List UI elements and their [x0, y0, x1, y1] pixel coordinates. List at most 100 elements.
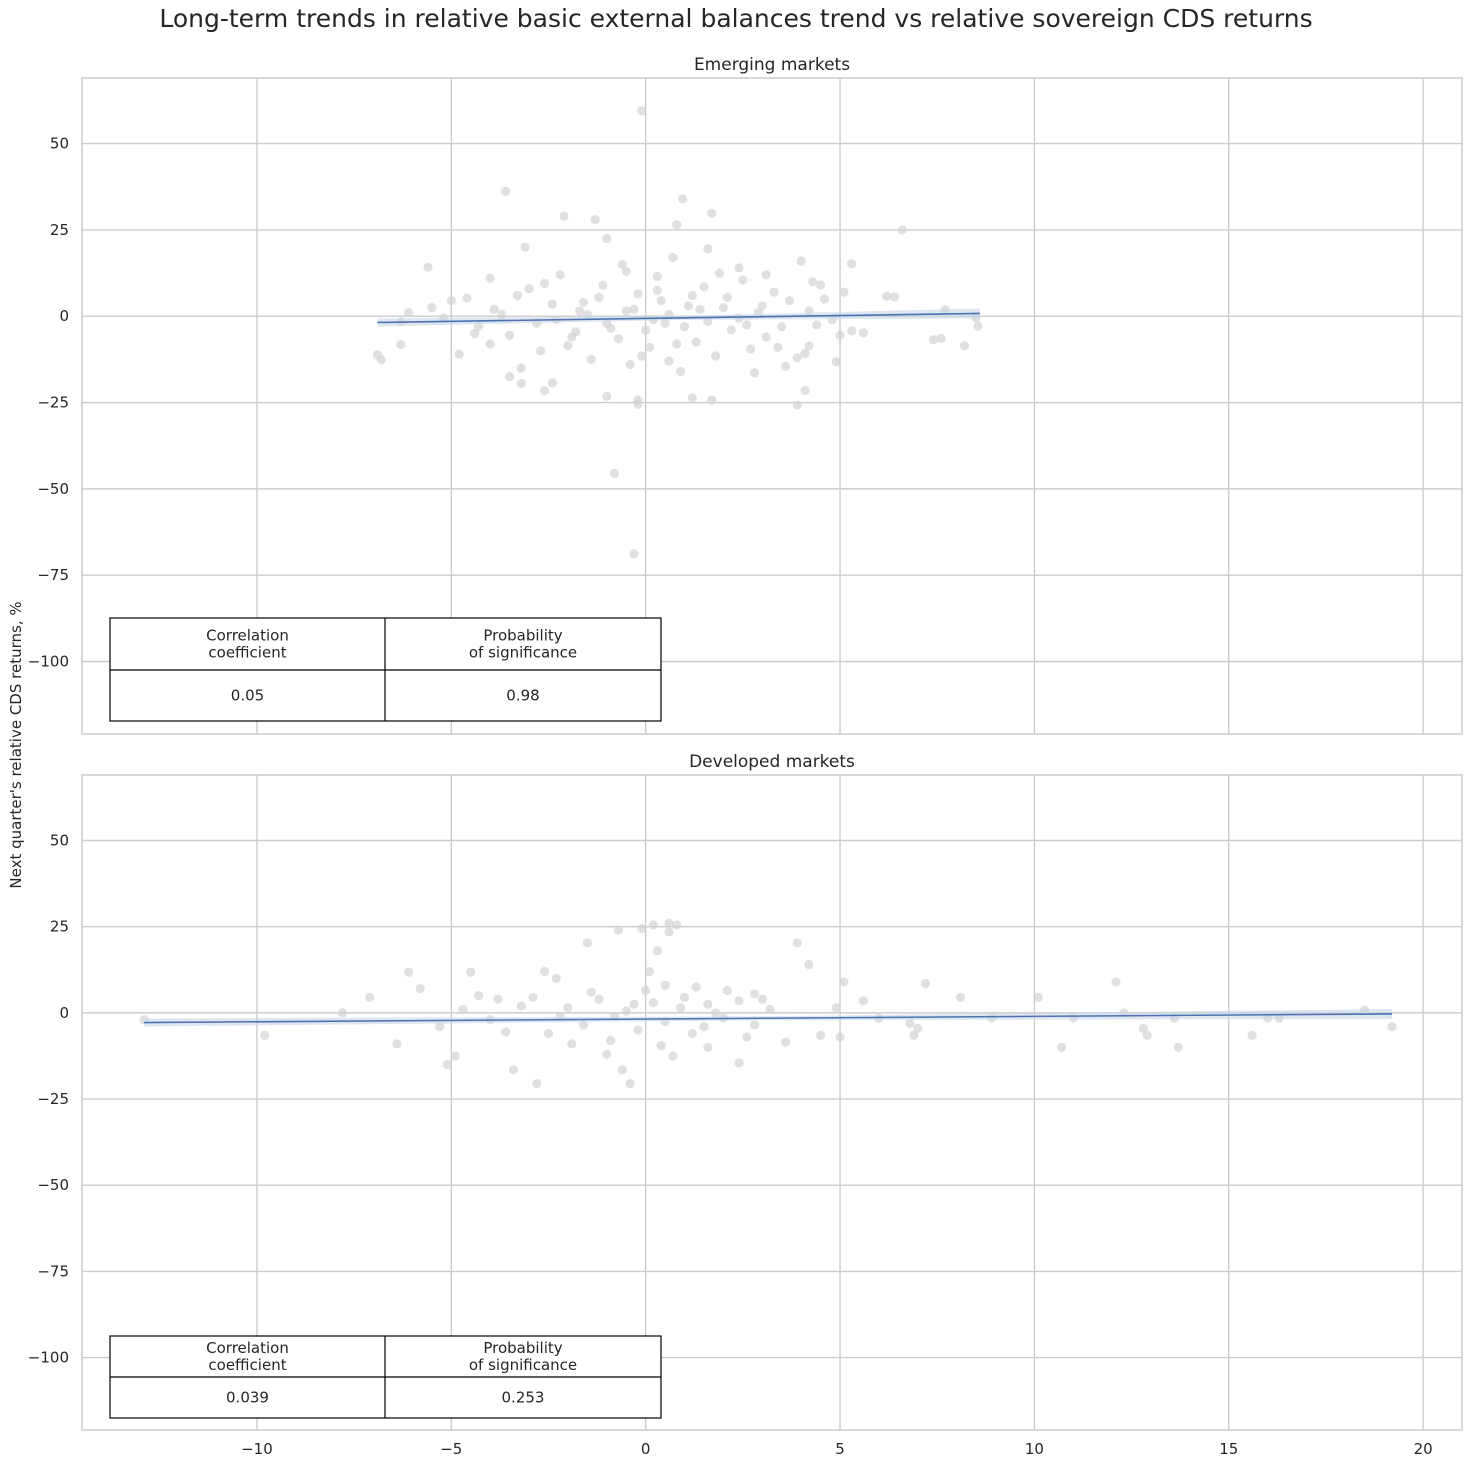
data-point: [858, 328, 868, 338]
data-point: [757, 994, 767, 1004]
y-tick-label: −50: [37, 480, 69, 498]
data-point: [617, 1065, 627, 1075]
data-point: [539, 386, 550, 396]
data-point: [711, 1008, 721, 1018]
stats-table-value: 0.253: [502, 1389, 545, 1407]
data-point: [804, 341, 814, 351]
data-point: [590, 214, 600, 225]
data-point: [703, 244, 713, 254]
data-point: [563, 340, 573, 351]
data-point: [1247, 1030, 1257, 1040]
data-point: [757, 301, 767, 311]
data-point: [563, 1003, 573, 1013]
regression-line: [144, 1013, 1393, 1024]
data-point: [792, 938, 802, 948]
data-point: [539, 278, 550, 289]
data-point: [609, 468, 620, 478]
data-point: [1033, 992, 1043, 1002]
data-point: [396, 339, 406, 350]
data-point: [703, 999, 713, 1009]
data-point: [882, 291, 892, 301]
data-point: [749, 1020, 760, 1030]
data-point: [847, 259, 857, 269]
data-point: [415, 984, 425, 994]
data-point: [804, 960, 814, 970]
data-point: [641, 985, 651, 996]
data-point: [539, 966, 550, 977]
data-point: [831, 1003, 841, 1013]
data-point: [621, 1006, 631, 1016]
data-point: [594, 292, 604, 302]
data-point: [629, 549, 639, 559]
stats-table-header: coefficient: [208, 644, 286, 662]
data-point: [1057, 1042, 1067, 1052]
data-point: [761, 270, 771, 280]
data-point: [749, 989, 760, 999]
data-point: [660, 318, 670, 328]
y-tick-label: 25: [50, 918, 69, 936]
data-point: [547, 378, 557, 388]
data-point: [839, 977, 849, 987]
data-point: [835, 1032, 845, 1042]
data-point: [734, 1058, 744, 1068]
x-tick-label: −10: [241, 1440, 273, 1458]
panel-title: Developed markets: [689, 752, 855, 772]
data-point: [839, 287, 849, 297]
data-point: [749, 368, 760, 378]
data-point: [781, 361, 791, 371]
data-point: [707, 395, 717, 405]
data-point: [1387, 1022, 1397, 1032]
data-point: [536, 346, 546, 356]
data-point: [683, 301, 694, 311]
data-point: [1142, 1030, 1152, 1040]
data-point: [629, 999, 639, 1009]
data-point: [955, 992, 966, 1002]
x-tick-label: 5: [835, 1440, 845, 1458]
data-point: [652, 285, 662, 295]
data-point: [621, 306, 631, 316]
data-point: [815, 1030, 826, 1040]
data-point: [703, 1042, 713, 1052]
y-tick-label: −25: [37, 394, 69, 412]
data-point: [808, 277, 818, 287]
data-point: [765, 1004, 775, 1015]
data-point: [602, 1049, 612, 1059]
y-tick-label: 50: [50, 135, 69, 153]
stats-table-header: of significance: [469, 1356, 577, 1374]
data-point: [664, 918, 674, 928]
data-point: [365, 992, 375, 1002]
data-point: [485, 273, 495, 283]
data-point: [695, 304, 705, 314]
data-point: [602, 233, 612, 244]
x-tick-label: 15: [1219, 1440, 1238, 1458]
y-tick-label: 25: [50, 221, 69, 239]
data-point: [784, 296, 795, 306]
data-point: [633, 1025, 643, 1035]
data-point: [508, 1065, 519, 1075]
data-point: [602, 391, 612, 401]
stats-table-value: 0.98: [506, 687, 539, 705]
data-point: [738, 275, 748, 285]
panel-title: Emerging markets: [694, 55, 850, 75]
data-point: [520, 242, 530, 252]
data-point: [637, 106, 647, 116]
data-point: [516, 1001, 526, 1011]
data-point: [668, 252, 678, 263]
data-point: [676, 366, 686, 377]
data-point: [672, 339, 682, 349]
data-point: [501, 186, 511, 196]
data-point: [687, 290, 697, 301]
data-point: [687, 393, 697, 403]
data-point: [909, 1030, 919, 1040]
data-point: [442, 1059, 453, 1070]
data-point: [722, 985, 732, 996]
data-point: [462, 293, 472, 303]
data-point: [714, 268, 725, 278]
data-point: [800, 348, 810, 359]
data-point: [699, 282, 709, 292]
data-point: [489, 304, 499, 314]
data-point: [679, 992, 690, 1002]
data-point: [617, 259, 627, 270]
data-point: [621, 266, 631, 276]
